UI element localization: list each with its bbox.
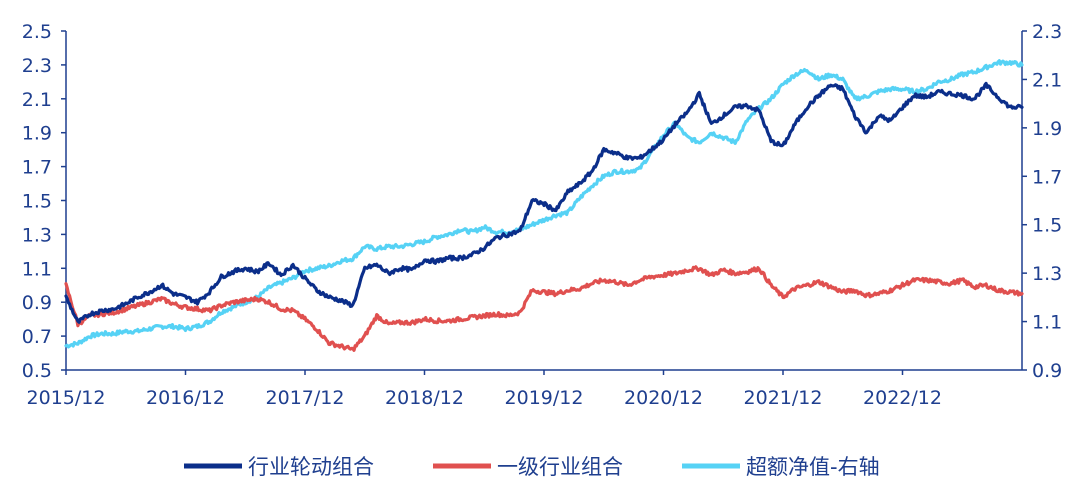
x-tick-label: 2022/12 [863, 387, 942, 409]
left-tick-label: 1.1 [22, 258, 52, 280]
right-tick-label: 0.9 [1032, 360, 1062, 382]
left-tick-label: 1.7 [22, 157, 52, 179]
legend-label-excess-nav: 超额净值-右轴 [746, 455, 880, 479]
right-tick-label: 2.3 [1032, 21, 1062, 43]
legend-label-rotation-portfolio: 行业轮动组合 [248, 455, 374, 479]
left-tick-label: 2.5 [22, 21, 52, 43]
legend-label-level1-portfolio: 一级行业组合 [497, 455, 623, 479]
left-tick-label: 0.9 [22, 292, 52, 314]
series-line-level1-portfolio [64, 265, 1024, 352]
legend: 行业轮动组合 一级行业组合 超额净值-右轴 [184, 455, 880, 479]
left-tick-label: 1.9 [22, 123, 52, 145]
right-tick-label: 1.3 [1032, 263, 1062, 285]
x-tick-label: 2016/12 [146, 387, 225, 409]
x-tick-label: 2020/12 [624, 387, 703, 409]
right-tick-label: 1.5 [1032, 215, 1062, 237]
x-tick-label: 2019/12 [505, 387, 584, 409]
left-tick-label: 0.7 [22, 326, 52, 348]
right-tick-label: 1.7 [1032, 166, 1062, 188]
series-line-excess-nav [64, 59, 1024, 349]
x-tick-label: 2017/12 [266, 387, 345, 409]
right-tick-label: 1.1 [1032, 312, 1062, 334]
axes: 0.5 0.7 0.9 1.1 1.3 1.5 1.7 1.9 2.1 2.3 2.5 0.9 1.1 1… [22, 21, 1062, 409]
left-tick-label: 1.5 [22, 191, 52, 213]
x-tick-label: 2021/12 [744, 387, 823, 409]
left-tick-label: 0.5 [22, 360, 52, 382]
left-tick-label: 1.3 [22, 224, 52, 246]
left-tick-label: 2.1 [22, 89, 52, 111]
series-lines [64, 59, 1024, 352]
series-line-rotation-portfolio [64, 81, 1024, 324]
x-tick-label: 2018/12 [385, 387, 464, 409]
x-tick-label: 2015/12 [27, 387, 106, 409]
right-tick-label: 2.1 [1032, 69, 1062, 91]
left-tick-label: 2.3 [22, 55, 52, 77]
right-tick-label: 1.9 [1032, 118, 1062, 140]
